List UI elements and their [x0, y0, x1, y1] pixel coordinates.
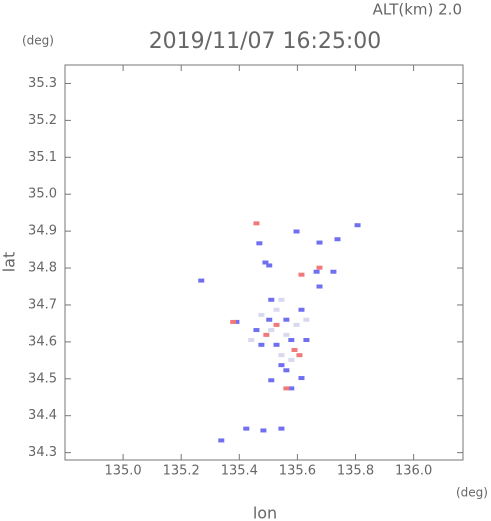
y-tick-label: 35.3 — [28, 76, 57, 91]
echo-point — [330, 269, 337, 274]
echo-point — [313, 269, 320, 274]
echo-point — [278, 297, 285, 302]
echo-point — [230, 319, 237, 324]
echo-point — [273, 342, 280, 347]
echo-point — [293, 229, 300, 234]
echo-point — [248, 338, 255, 343]
echo-point — [288, 357, 295, 362]
y-tick-label: 34.9 — [28, 224, 57, 239]
echo-point — [354, 223, 361, 228]
echo-point — [260, 428, 267, 433]
echo-point — [283, 386, 290, 391]
x-axis-label: lon — [253, 504, 277, 521]
x-tick-label: 136.0 — [395, 464, 432, 479]
echo-point — [253, 328, 260, 333]
plot-frame — [64, 64, 464, 461]
echo-point — [278, 426, 285, 431]
echo-point — [298, 272, 305, 277]
echo-point — [334, 237, 341, 242]
echo-point — [283, 332, 290, 337]
echo-point — [293, 322, 300, 327]
echo-point — [263, 332, 270, 337]
echo-point — [268, 378, 275, 383]
x-tick-label: 135.6 — [279, 464, 316, 479]
x-unit: (deg) — [456, 486, 488, 500]
echo-point — [256, 241, 263, 246]
y-tick-label: 34.7 — [28, 297, 57, 312]
echo-point — [273, 307, 280, 312]
x-tick-label: 135.0 — [104, 464, 141, 479]
y-tick-label: 34.4 — [28, 408, 57, 423]
echo-point — [268, 297, 275, 302]
echo-point — [283, 368, 290, 373]
y-tick-label: 35.1 — [28, 150, 57, 165]
echo-point — [288, 338, 295, 343]
echo-point — [288, 386, 295, 391]
echo-point — [278, 353, 285, 358]
echo-point — [266, 263, 273, 268]
y-tick-label: 35.0 — [28, 187, 57, 202]
y-tick-label: 34.8 — [28, 261, 57, 276]
echo-point — [296, 353, 303, 358]
echo-point — [316, 284, 323, 289]
y-tick-label: 34.6 — [28, 334, 57, 349]
echo-point — [233, 319, 240, 324]
y-tick-label: 34.3 — [28, 445, 57, 460]
echo-point — [303, 317, 310, 322]
echo-point — [243, 426, 250, 431]
x-tick-label: 135.4 — [221, 464, 258, 479]
echo-point — [273, 322, 280, 327]
y-unit: (deg) — [22, 34, 54, 48]
echo-point — [298, 376, 305, 381]
echo-point — [316, 265, 323, 270]
echo-point — [298, 307, 305, 312]
echo-point — [198, 278, 205, 283]
echo-point — [278, 363, 285, 368]
chart-title: 2019/11/07 16:25:00 — [149, 29, 382, 54]
echo-point — [262, 260, 269, 265]
y-axis-label: lat — [0, 252, 19, 273]
echo-point — [266, 317, 273, 322]
echo-point — [303, 338, 310, 343]
y-tick-label: 35.2 — [28, 113, 57, 128]
echo-point — [268, 328, 275, 333]
echo-point — [316, 240, 323, 245]
echo-point — [258, 342, 265, 347]
echo-point — [291, 347, 298, 352]
echo-point — [283, 317, 290, 322]
echo-point — [258, 312, 265, 317]
y-tick-label: 34.5 — [28, 371, 57, 386]
echo-point — [218, 438, 225, 443]
echo-point — [253, 221, 260, 226]
x-tick-label: 135.2 — [163, 464, 200, 479]
x-tick-label: 135.8 — [337, 464, 374, 479]
subtitle: ALT(km) 2.0 — [373, 1, 462, 19]
